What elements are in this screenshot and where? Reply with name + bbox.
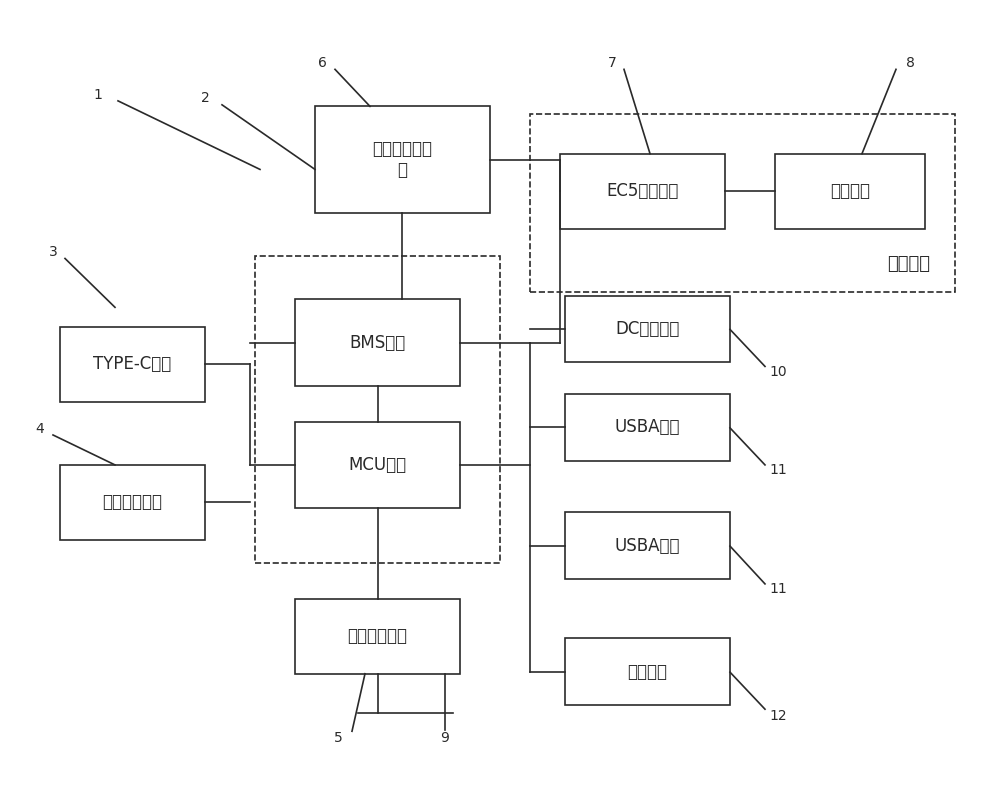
Text: 11: 11 — [769, 463, 787, 478]
Text: 6: 6 — [318, 56, 326, 70]
Text: 功能显示模块: 功能显示模块 — [103, 493, 162, 511]
Bar — [315, 106, 490, 213]
Bar — [565, 296, 730, 362]
Bar — [60, 327, 205, 402]
Bar — [255, 256, 500, 563]
Text: 2: 2 — [201, 91, 209, 106]
Text: 点火夹子: 点火夹子 — [830, 182, 870, 200]
Text: 11: 11 — [769, 582, 787, 597]
Text: TYPE-C插头: TYPE-C插头 — [93, 355, 172, 374]
Bar — [295, 599, 460, 674]
Text: EC5输出模块: EC5输出模块 — [606, 182, 679, 200]
Text: USBA接口: USBA接口 — [615, 418, 680, 437]
Bar — [775, 154, 925, 229]
Text: 12: 12 — [769, 708, 787, 723]
Text: 5: 5 — [334, 731, 342, 745]
Text: USBA接口: USBA接口 — [615, 537, 680, 555]
Text: 3: 3 — [49, 245, 57, 259]
Bar — [60, 465, 205, 540]
Text: 10: 10 — [769, 365, 787, 379]
Bar — [560, 154, 725, 229]
Text: 7: 7 — [608, 56, 616, 70]
Bar — [295, 422, 460, 508]
Text: 充气泵控制模
块: 充气泵控制模 块 — [372, 140, 432, 179]
Text: DC输出模块: DC输出模块 — [615, 320, 680, 338]
Text: MCU模块: MCU模块 — [348, 456, 407, 474]
Text: 8: 8 — [906, 56, 914, 70]
Text: 电量显示模块: 电量显示模块 — [348, 627, 408, 645]
Text: BMS模块: BMS模块 — [349, 334, 406, 351]
Bar — [530, 114, 955, 292]
Text: 照明模块: 照明模块 — [628, 663, 668, 681]
Text: 9: 9 — [441, 731, 449, 745]
Bar — [565, 638, 730, 705]
Text: 启动模块: 启动模块 — [887, 255, 930, 273]
Text: 1: 1 — [94, 87, 102, 102]
Bar — [565, 512, 730, 579]
Bar — [295, 299, 460, 386]
Text: 4: 4 — [36, 422, 44, 437]
Bar — [565, 394, 730, 461]
